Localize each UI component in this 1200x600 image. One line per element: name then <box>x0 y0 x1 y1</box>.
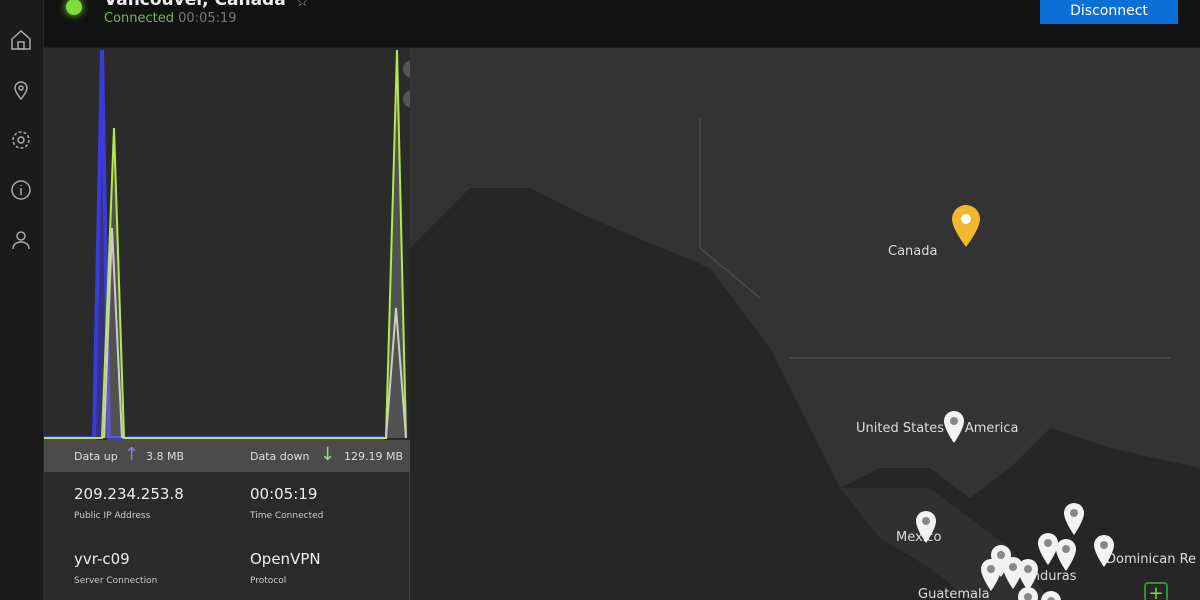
server-label: Server Connection <box>74 576 158 586</box>
header: Vancouver, Canada ☆ Connected 00:05:19 D… <box>44 0 1200 47</box>
label-canada: Canada <box>888 244 938 259</box>
server-pin-icon[interactable] <box>915 510 937 544</box>
server-pin-icon[interactable] <box>1063 502 1085 536</box>
connection-info: 209.234.253.8 Public IP Address 00:05:19… <box>44 472 410 600</box>
data-up-label: Data up <box>74 450 118 463</box>
server-pin-icon[interactable] <box>1037 532 1059 566</box>
status-text: Connected <box>104 11 175 26</box>
selected-location-pin-icon[interactable] <box>951 204 981 248</box>
disconnect-button[interactable]: Disconnect <box>1040 0 1178 24</box>
connection-status-dot <box>66 0 82 15</box>
server-pin-icon[interactable] <box>1002 556 1024 590</box>
secondary-line <box>103 227 407 439</box>
ip-label: Public IP Address <box>74 511 151 521</box>
elapsed-time: 00:05:19 <box>178 11 237 26</box>
info-icon[interactable] <box>9 178 33 202</box>
traffic-graph-svg <box>44 49 407 440</box>
zoom-in-button[interactable]: + <box>1144 582 1168 600</box>
server-pin-icon[interactable] <box>1040 590 1062 600</box>
protocol-label: Protocol <box>250 576 287 586</box>
time-label: Time Connected <box>250 511 324 521</box>
home-icon[interactable] <box>9 28 33 52</box>
arrow-up-icon: ↑ <box>124 444 140 465</box>
gear-icon[interactable] <box>9 128 33 152</box>
ip-value: 209.234.253.8 <box>74 485 184 503</box>
upload-line <box>44 49 384 440</box>
label-guatemala: Guatemala <box>918 587 990 600</box>
arrow-down-icon: ↓ <box>320 444 336 465</box>
server-pin-icon[interactable] <box>1055 538 1077 572</box>
server-pin-icon[interactable] <box>980 558 1002 592</box>
server-value: yvr-c09 <box>74 550 130 568</box>
data-up-value: 3.8 MB <box>146 450 185 463</box>
location-pin-icon[interactable] <box>9 78 33 102</box>
download-line <box>44 49 407 439</box>
data-down-value: 129.19 MB <box>344 450 404 463</box>
server-pin-icon[interactable] <box>943 410 965 444</box>
world-map[interactable]: Canada United States of America Mexico D… <box>410 48 1200 600</box>
connection-status: Connected 00:05:19 <box>104 11 237 26</box>
location-title: Vancouver, Canada <box>104 0 286 10</box>
server-pin-icon[interactable] <box>1017 558 1039 592</box>
server-pin-icon[interactable] <box>1093 534 1115 568</box>
label-dominican: Dominican Re <box>1106 552 1197 567</box>
protocol-value: OpenVPN <box>250 550 321 568</box>
server-pin-icon[interactable] <box>1017 586 1039 600</box>
label-usa: United States of America <box>856 421 1019 436</box>
sidebar <box>0 0 44 600</box>
favorite-star-icon[interactable]: ☆ <box>296 0 309 10</box>
user-icon[interactable] <box>9 228 33 252</box>
traffic-graph <box>44 48 410 440</box>
time-value: 00:05:19 <box>250 485 318 503</box>
data-usage-bar: Data up ↑ 3.8 MB Data down ↓ 129.19 MB <box>44 440 410 472</box>
data-down-label: Data down <box>250 450 310 463</box>
